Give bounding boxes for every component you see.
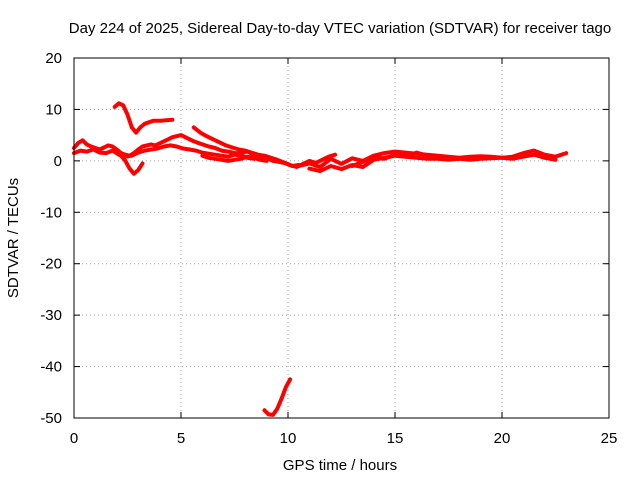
y-tick-label: -40 xyxy=(40,359,62,376)
y-tick-label: -50 xyxy=(40,410,62,427)
y-tick-label: 10 xyxy=(45,101,62,118)
x-tick-label: 10 xyxy=(280,430,297,447)
y-tick-labels: -50 -40 -30 -20 -10 0 10 20 xyxy=(40,50,62,427)
series-line-arc-late-c xyxy=(350,150,440,168)
x-tick-labels: 0 5 10 15 20 25 xyxy=(70,430,618,447)
y-tick-label: -20 xyxy=(40,256,62,273)
y-tick-label: -10 xyxy=(40,204,62,221)
x-tick-label: 5 xyxy=(177,430,185,447)
y-axis-label: SDTVAR / TECUs xyxy=(5,178,22,298)
series-line-arc-main-d xyxy=(200,153,269,163)
y-tick-label: 20 xyxy=(45,50,62,67)
grid-lines xyxy=(74,58,609,418)
chart-title: Day 224 of 2025, Sidereal Day-to-day VTE… xyxy=(69,20,611,37)
y-tick-label: 0 xyxy=(54,153,62,170)
series-line-arc-high xyxy=(112,101,175,135)
x-axis-label: GPS time / hours xyxy=(283,457,397,474)
series-line-arc-dip xyxy=(119,153,145,176)
x-tick-label: 0 xyxy=(70,430,78,447)
x-tick-label: 25 xyxy=(601,430,618,447)
y-tick-label: -30 xyxy=(40,307,62,324)
plot-frame xyxy=(73,57,610,419)
x-tick-label: 15 xyxy=(387,430,404,447)
x-tick-label: 20 xyxy=(494,430,511,447)
series-line-arc-main-c xyxy=(191,125,338,169)
series-line-arc-main-b xyxy=(72,143,256,161)
series-group xyxy=(72,101,569,417)
axis-ticks xyxy=(73,57,610,419)
series-line-arc-low xyxy=(262,377,293,417)
